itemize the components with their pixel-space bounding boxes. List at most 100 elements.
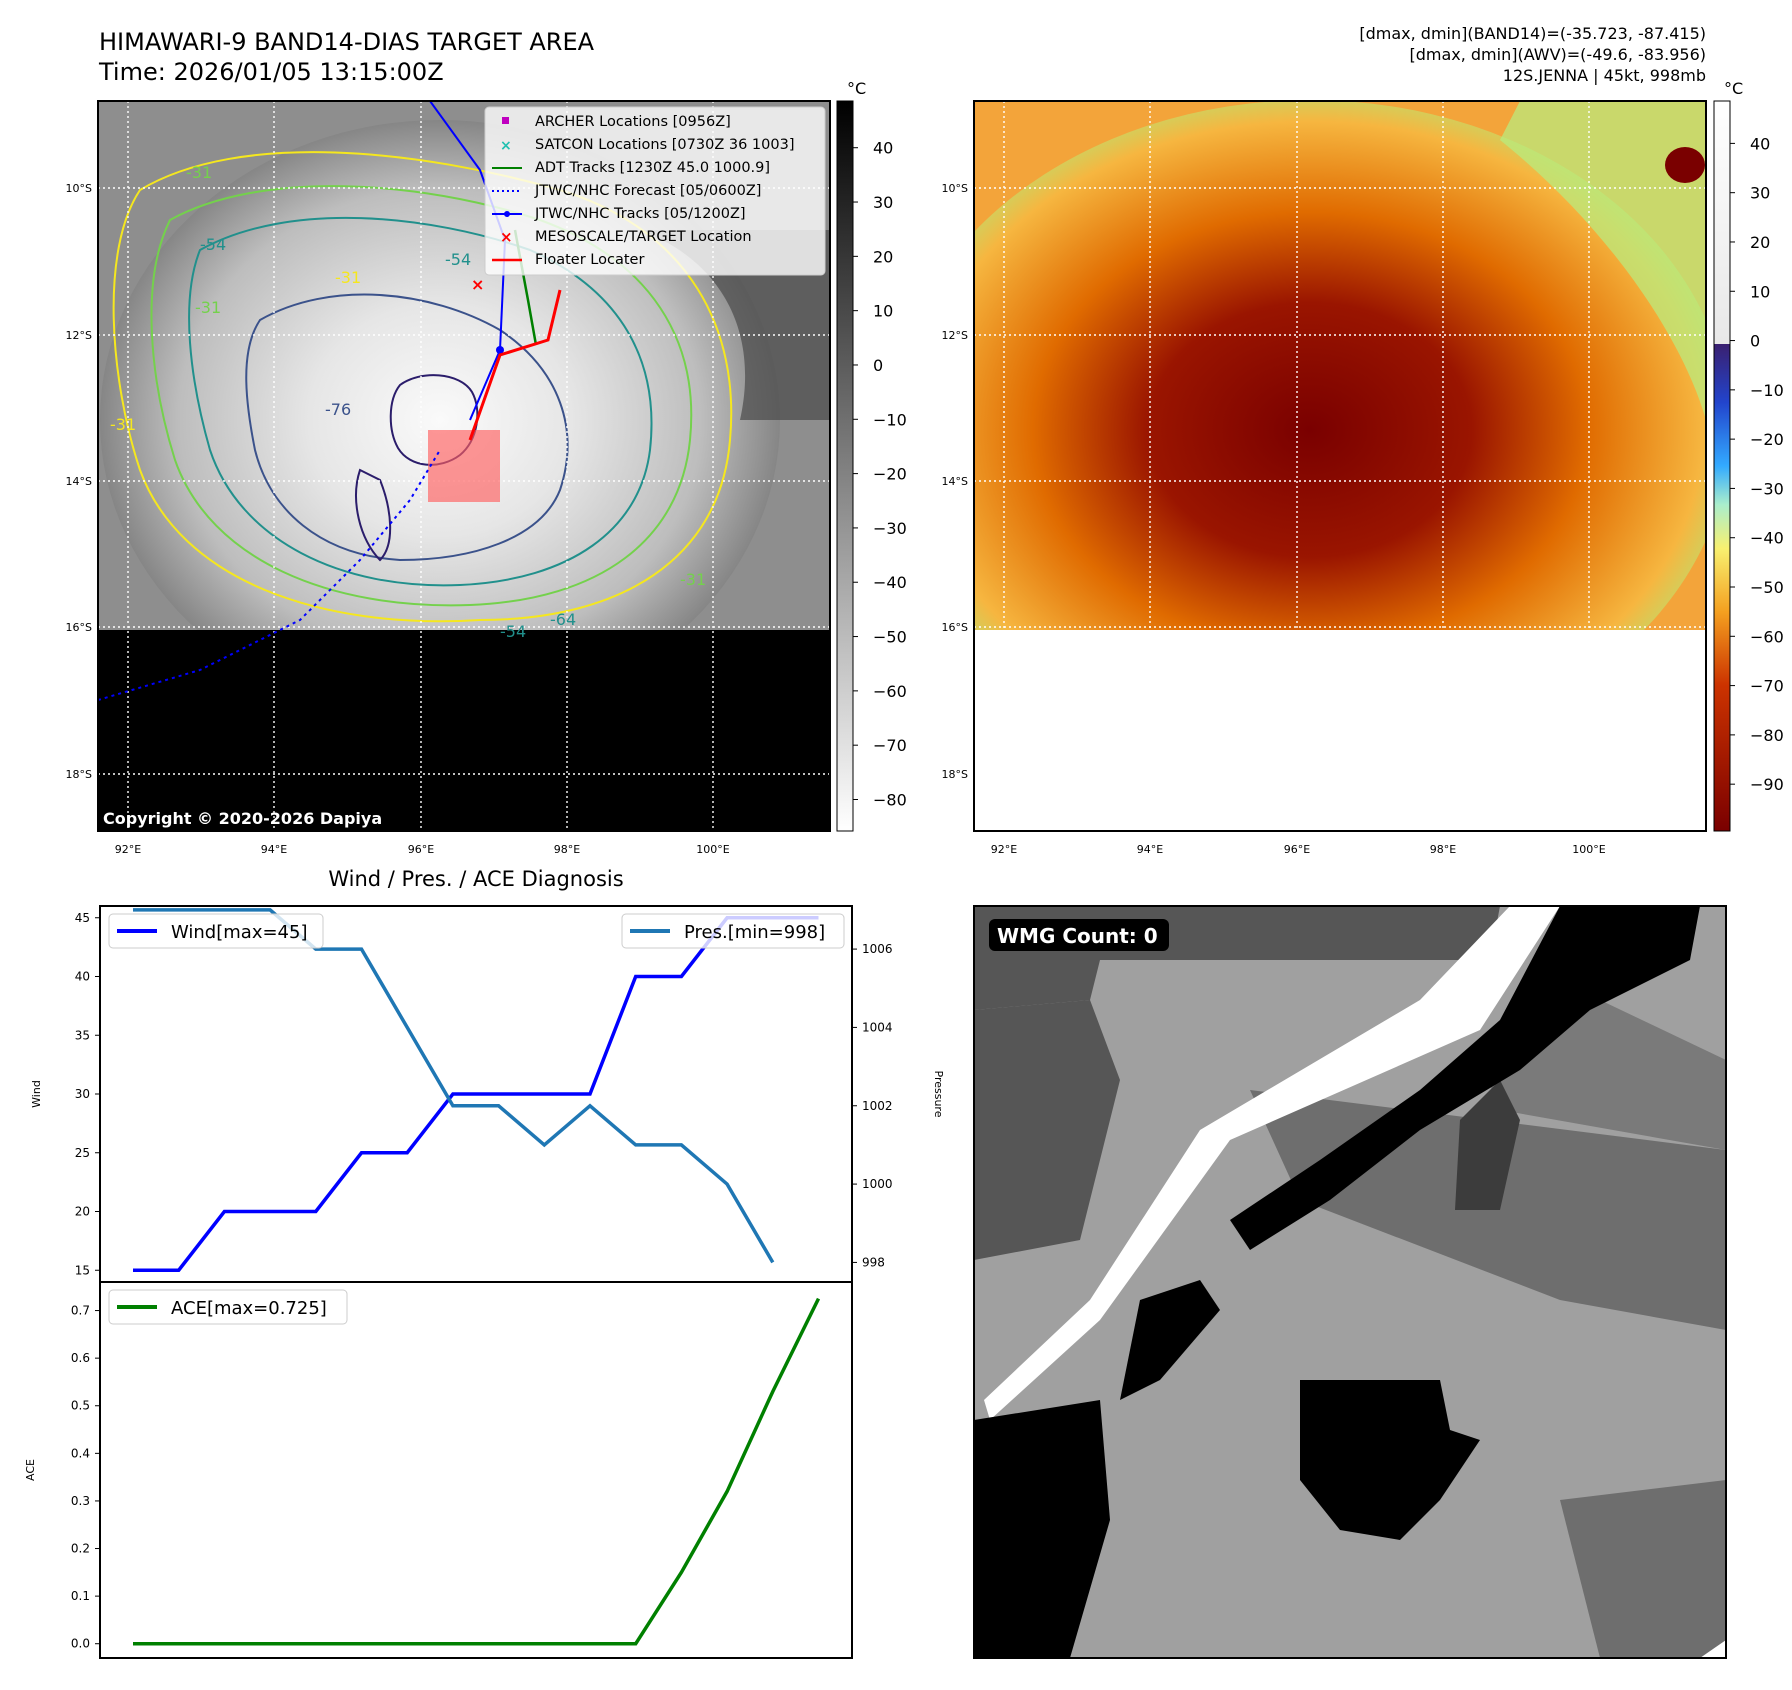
legend-satcon-icon: × — [500, 138, 512, 154]
contour-label-7: -54 — [500, 622, 526, 641]
map-left-space-mask — [98, 630, 830, 831]
colorbar-color-frame — [1713, 100, 1731, 832]
wind-tick-label-2: 35 — [75, 1028, 90, 1042]
map-right-green-band — [1500, 101, 1706, 420]
ace-line — [133, 1297, 821, 1646]
wind-legend-label: Wind[max=45] — [171, 922, 308, 943]
lon-label-92e: 92°E — [115, 843, 141, 856]
wmg-blank-corner — [1700, 1640, 1726, 1658]
wmg-label: WMG Count: 0 — [997, 924, 1158, 948]
ace-tick-label-4: 0.3 — [71, 1494, 90, 1508]
mesoscale-marker: × — [471, 275, 484, 294]
map-left-dark-band — [640, 230, 830, 420]
legend-satcon-label: SATCON Locations [0730Z 36 1003] — [535, 137, 794, 153]
lat-label-18s: 18°S — [66, 768, 92, 781]
contour-yellow-outer — [112, 151, 733, 623]
wind-legend: Wind[max=45] — [108, 913, 324, 949]
contour-label-3: -54 — [445, 250, 471, 269]
legend-archer-label: ARCHER Locations [0956Z] — [535, 114, 731, 130]
pressure-tick-label-1: 1004 — [862, 1020, 893, 1034]
colorbar-gray-tick-label-10: −60 — [873, 682, 907, 701]
floater-locater — [468, 289, 562, 441]
stats-band14: [dmax, dmin](BAND14)=(-35.723, -87.415) — [1359, 24, 1706, 43]
wmg-black-streak-mid — [1120, 1280, 1220, 1400]
map-right-gridlines — [974, 101, 1706, 831]
lat-label-r-12s: 12°S — [942, 329, 968, 342]
colorbar-gray-tick-label-7: −30 — [873, 519, 907, 538]
ace-legend-box — [108, 1289, 348, 1325]
wmg-mid-bottom-right — [1560, 1480, 1726, 1658]
map-left-lon-labels: 92°E 94°E 96°E 98°E 100°E — [115, 843, 730, 856]
colorbar-color: °C 40 30 20 10 0 −10 −20 −30 −40 −50 −60 −70 −80 −90 — [1713, 79, 1784, 832]
colorbar-color-tick-label-9: −50 — [1750, 578, 1784, 597]
map-right-lat-labels: 10°S 12°S 14°S 16°S 18°S — [942, 182, 968, 781]
colorbar-gray-bar — [836, 100, 854, 832]
ace-tick-label-7: 0.0 — [71, 1637, 90, 1651]
contour-label-5: -31 — [195, 298, 221, 317]
ace-legend-label: ACE[max=0.725] — [171, 1298, 327, 1319]
jtwc-track-point — [496, 346, 504, 354]
lat-label-r-18s: 18°S — [942, 768, 968, 781]
wmg-black-left — [974, 1400, 1110, 1658]
wind-axis-ticks: 45 40 35 30 25 20 15 — [75, 911, 100, 1277]
wind-tick-label-6: 15 — [75, 1263, 90, 1277]
legend-box — [484, 106, 826, 276]
ace-tick-label-3: 0.4 — [71, 1446, 90, 1460]
map-right-lon-labels: 92°E 94°E 96°E 98°E 100°E — [991, 843, 1606, 856]
legend-item-satcon: × SATCON Locations [0730Z 36 1003] — [500, 137, 794, 154]
figure-time: Time: 2026/01/05 13:15:00Z — [98, 58, 444, 86]
colorbar-gray-unit: °C — [847, 79, 866, 98]
pressure-tick-label-0: 1006 — [862, 942, 893, 956]
legend-mesoscale-label: MESOSCALE/TARGET Location — [535, 229, 752, 245]
colorbar-gray-tick-label-1: 30 — [873, 193, 893, 212]
contour-blue — [245, 293, 569, 562]
wind-tick-label-3: 30 — [75, 1087, 90, 1101]
lon-label-r-92e: 92°E — [991, 843, 1017, 856]
ace-tick-label-2: 0.5 — [71, 1399, 90, 1413]
colorbar-color-tick-label-4: 0 — [1750, 332, 1760, 351]
contour-label-10: -31 — [110, 415, 136, 434]
colorbar-gray-tick-label-8: −40 — [873, 573, 907, 592]
colorbar-gray-tick-label-3: 10 — [873, 302, 893, 321]
ace-panel: 0.7 0.6 0.5 0.4 0.3 0.2 0.1 0.0 ACE ACE[max=0.7… — [24, 1281, 853, 1659]
wind-axis-label: Wind — [30, 1080, 43, 1108]
jtwc-forecast-track — [98, 449, 441, 701]
pressure-legend: Pres.[min=998] — [621, 913, 845, 949]
legend-jtwc-label: JTWC/NHC Tracks [05/1200Z] — [534, 206, 746, 222]
map-right: 10°S 12°S 14°S 16°S 18°S 92°E 94°E 96°E … — [942, 100, 1707, 856]
ace-panel-frame — [99, 1281, 853, 1659]
map-left-lat-labels: 10°S 12°S 14°S 16°S 18°S — [66, 182, 92, 781]
legend-item-jtwc: JTWC/NHC Tracks [05/1200Z] — [492, 206, 746, 222]
contour-teal — [188, 216, 653, 587]
colorbar-color-unit: °C — [1724, 79, 1743, 98]
wmg-dark-left — [974, 1000, 1120, 1260]
lat-label-10s: 10°S — [66, 182, 92, 195]
map-right-swath-edge — [974, 632, 1706, 668]
wmg-label-box — [989, 919, 1169, 951]
colorbar-color-tick-label-5: −10 — [1750, 381, 1784, 400]
colorbar-color-tick-label-1: 30 — [1750, 184, 1770, 203]
lat-label-14s: 14°S — [66, 475, 92, 488]
pressure-tick-label-4: 998 — [862, 1255, 885, 1269]
lon-label-98e: 98°E — [554, 843, 580, 856]
map-right-frame — [973, 100, 1707, 832]
copyright: Copyright © 2020-2026 Dapiya — [103, 809, 382, 828]
legend-item-archer: ARCHER Locations [0956Z] — [502, 114, 731, 130]
wind-legend-box — [108, 913, 324, 949]
map-legend: ARCHER Locations [0956Z] × SATCON Locati… — [484, 106, 826, 276]
wmg-black-streak-top — [1230, 906, 1700, 1250]
colorbar-color-tick-label-6: −20 — [1750, 430, 1784, 449]
colorbar-gray: °C 40 30 20 10 0 −10 −20 −30 −40 −50 −60 −70 −80 — [836, 79, 907, 832]
ace-axis-ticks: 0.7 0.6 0.5 0.4 0.3 0.2 0.1 0.0 — [71, 1304, 100, 1651]
colorbar-color-tick-label-10: −60 — [1750, 627, 1784, 646]
contour-label-2: -54 — [200, 235, 226, 254]
legend-floater-label: Floater Locater — [535, 252, 644, 268]
contour-label-9: -31 — [680, 570, 706, 589]
colorbar-gray-ticks: 40 30 20 10 0 −10 −20 −30 −40 −50 −60 −70 −80 — [853, 139, 907, 809]
wmg-frame — [973, 905, 1727, 1659]
wmg-darker-spot — [1455, 1080, 1520, 1210]
wind-tick-label-0: 45 — [75, 911, 90, 925]
ace-tick-label-5: 0.2 — [71, 1542, 90, 1556]
